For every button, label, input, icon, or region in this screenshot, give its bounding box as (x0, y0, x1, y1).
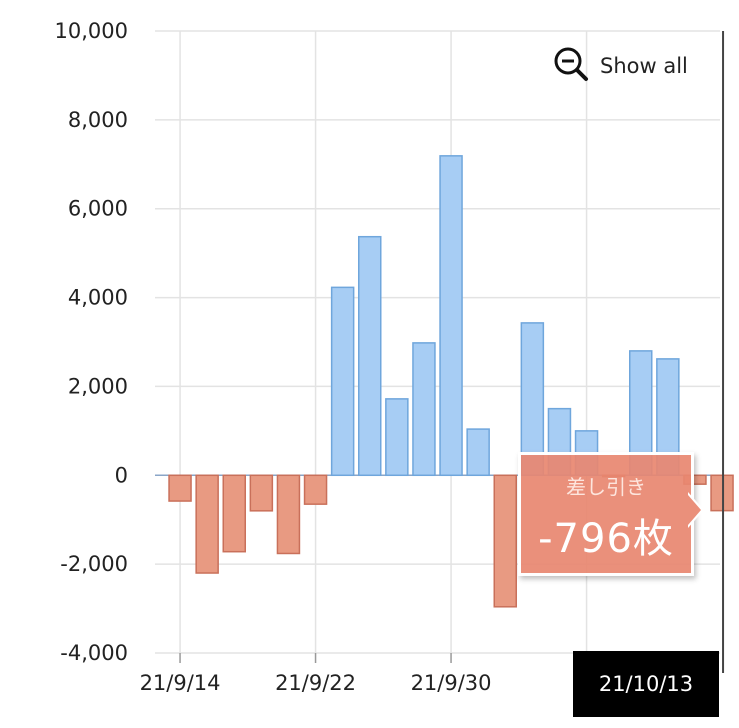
y-tick-label: 4,000 (68, 286, 128, 310)
bar-21/9/16[interactable] (249, 474, 274, 512)
bar-21/10/1[interactable] (493, 474, 517, 608)
bar-21/9/27[interactable] (385, 398, 409, 477)
x-tick-label: 21/9/22 (275, 671, 356, 695)
x-tick-label: 21/9/14 (140, 671, 221, 695)
tooltip-arrow-fill (688, 495, 701, 525)
y-axis-ticks: 10,000 8,000 6,000 4,000 2,000 0 -2,000 -4,000 (55, 19, 128, 665)
y-tick-label: -2,000 (60, 552, 128, 576)
show-all-label: Show all (600, 54, 688, 78)
bar-21/9/28[interactable] (412, 342, 436, 477)
tooltip-value: -796枚 (538, 516, 674, 562)
y-tick-label: 0 (115, 463, 128, 487)
show-all-button[interactable]: Show all (552, 46, 688, 86)
tooltip-title: 差し引き (566, 475, 646, 499)
value-tooltip: 差し引き -796枚 (518, 452, 694, 576)
bar-21/9/13[interactable] (168, 474, 192, 502)
x-tick-label: 21/9/30 (411, 671, 492, 695)
crosshair-date-label: 21/10/13 (573, 651, 719, 717)
bar-21/9/21[interactable] (303, 474, 328, 505)
bar-21/9/17[interactable] (276, 474, 301, 555)
y-tick-label: 10,000 (55, 19, 128, 43)
y-tick-label: 6,000 (68, 197, 128, 221)
bar-21/9/30[interactable] (466, 428, 490, 477)
y-tick-label: 2,000 (68, 374, 128, 398)
y-tick-label: -4,000 (60, 641, 128, 665)
zoom-out-icon (552, 45, 590, 87)
y-tick-label: 8,000 (68, 108, 128, 132)
bar-21/9/29[interactable] (439, 155, 463, 477)
bar-21/9/24[interactable] (358, 235, 382, 477)
bar-21/9/15[interactable] (222, 474, 246, 553)
bar-21/9/22[interactable] (330, 286, 355, 477)
bar-21/9/14[interactable] (195, 474, 219, 574)
